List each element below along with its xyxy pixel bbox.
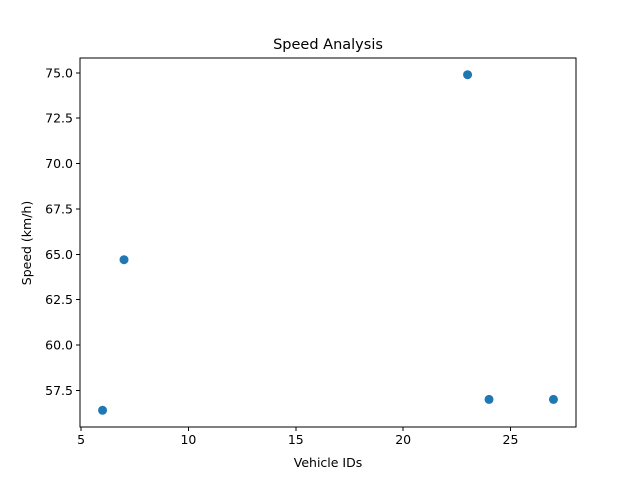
y-tick-label: 75.0: [45, 65, 73, 80]
data-point: [119, 255, 129, 265]
y-tick-label: 57.5: [45, 383, 73, 398]
x-tick-label: 15: [288, 432, 304, 447]
y-tick-label: 72.5: [45, 111, 73, 126]
x-tick-label: 25: [503, 432, 519, 447]
y-tick-label: 65.0: [45, 247, 73, 262]
data-point: [484, 394, 494, 404]
plot-area: [79, 57, 577, 428]
y-tick-label: 62.5: [45, 292, 73, 307]
x-tick-label: 20: [395, 432, 411, 447]
data-point: [98, 405, 108, 415]
y-tick-label: 67.5: [45, 201, 73, 216]
y-tick-label: 60.0: [45, 338, 73, 353]
data-points: [98, 70, 558, 415]
y-tick-label: 70.0: [45, 156, 73, 171]
data-point: [548, 394, 558, 404]
x-axis-label: Vehicle IDs: [294, 455, 363, 470]
data-point: [463, 70, 473, 80]
y-axis-ticks: 57.5 60.0 62.5 65.0 67.5 70.0 72.5 75.0: [45, 65, 80, 398]
chart-title: Speed Analysis: [273, 37, 383, 53]
y-axis-label: Speed (km/h): [19, 201, 34, 285]
x-axis-ticks: 5 10 15 20 25: [77, 427, 518, 447]
x-tick-label: 10: [180, 432, 196, 447]
x-tick-label: 5: [77, 432, 85, 447]
plot-frame: [79, 57, 577, 428]
